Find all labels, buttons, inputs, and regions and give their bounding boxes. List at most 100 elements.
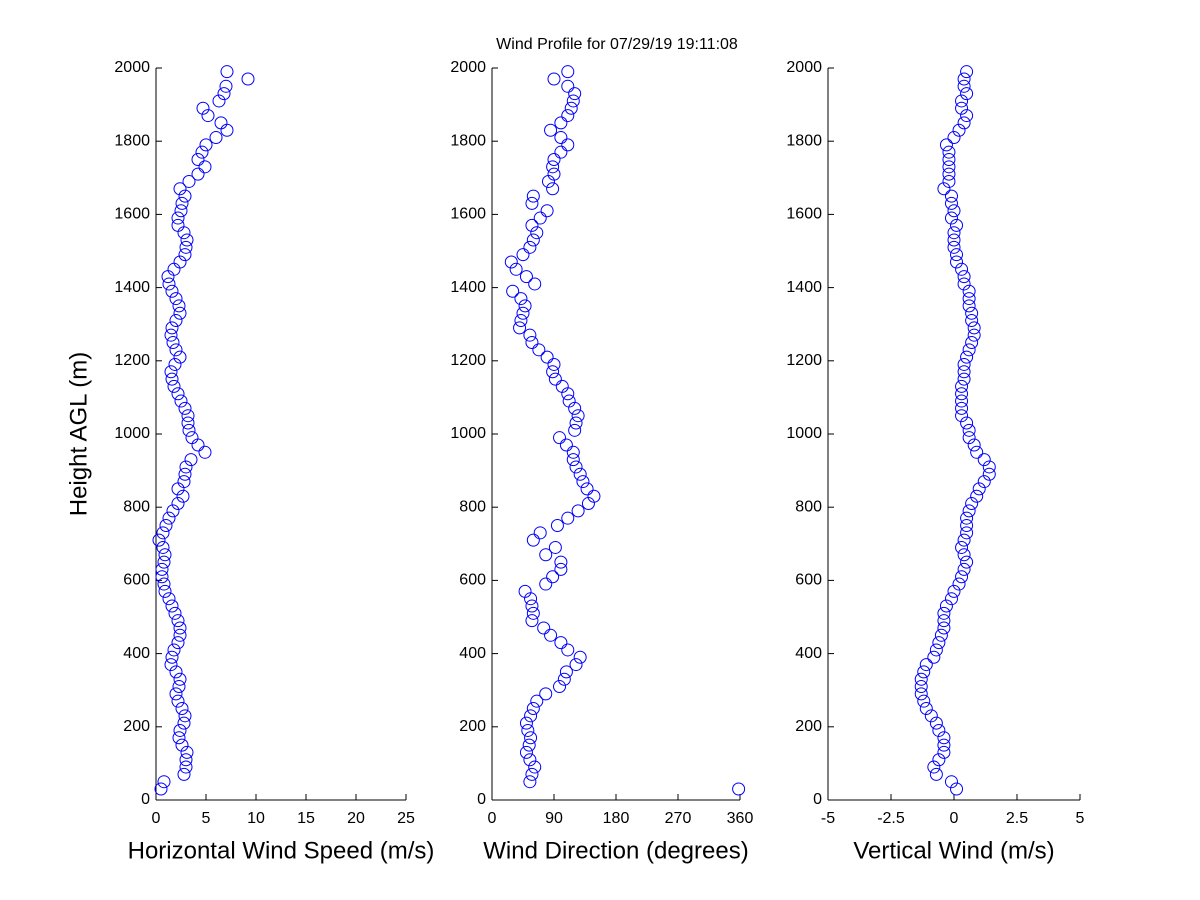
point bbox=[944, 775, 958, 789]
point bbox=[195, 145, 209, 159]
point bbox=[548, 372, 562, 386]
point bbox=[944, 211, 958, 225]
y-tick-label: 600 bbox=[795, 572, 822, 589]
point bbox=[960, 416, 974, 430]
point bbox=[547, 167, 561, 181]
point bbox=[960, 65, 974, 79]
point bbox=[173, 182, 187, 196]
point bbox=[924, 709, 938, 723]
y-tick-label: 1200 bbox=[786, 352, 822, 369]
point bbox=[175, 702, 189, 715]
point bbox=[182, 423, 196, 437]
point bbox=[178, 248, 192, 262]
point bbox=[977, 453, 991, 467]
point bbox=[553, 680, 567, 694]
point bbox=[955, 540, 969, 554]
point bbox=[191, 153, 205, 166]
point bbox=[181, 416, 195, 430]
point bbox=[927, 760, 941, 774]
point bbox=[167, 379, 181, 393]
point bbox=[169, 314, 183, 328]
point bbox=[524, 731, 538, 745]
point bbox=[569, 416, 583, 430]
y-tick-label: 200 bbox=[795, 718, 822, 735]
point bbox=[554, 116, 568, 130]
point bbox=[965, 306, 979, 320]
point bbox=[957, 79, 971, 93]
x-tick-label: 20 bbox=[347, 810, 365, 827]
point bbox=[587, 489, 601, 503]
point bbox=[559, 665, 573, 679]
point bbox=[165, 321, 179, 335]
x-tick-label: 10 bbox=[247, 810, 265, 827]
x-tick-label: 180 bbox=[603, 810, 630, 827]
point bbox=[171, 636, 185, 650]
point bbox=[165, 284, 179, 298]
point bbox=[573, 467, 587, 481]
point bbox=[546, 182, 560, 196]
point bbox=[525, 614, 539, 628]
point bbox=[526, 606, 540, 620]
point bbox=[173, 628, 187, 642]
y-tick-label: 0 bbox=[477, 791, 486, 808]
point bbox=[516, 248, 530, 262]
y-tick-label: 800 bbox=[123, 498, 150, 515]
point bbox=[950, 248, 964, 262]
point bbox=[191, 438, 205, 452]
point bbox=[523, 328, 537, 342]
point bbox=[157, 555, 171, 569]
point bbox=[960, 511, 974, 525]
point bbox=[173, 306, 187, 320]
point bbox=[914, 672, 928, 686]
point bbox=[547, 72, 561, 86]
y-tick-label: 1800 bbox=[786, 132, 822, 149]
point bbox=[561, 511, 575, 525]
point bbox=[171, 614, 185, 628]
point bbox=[939, 138, 953, 152]
point bbox=[178, 467, 192, 481]
y-tick-label: 400 bbox=[459, 645, 486, 662]
point bbox=[506, 284, 520, 298]
point bbox=[177, 226, 191, 240]
point bbox=[526, 233, 540, 247]
point bbox=[957, 270, 971, 284]
point bbox=[540, 204, 554, 218]
point bbox=[525, 599, 539, 613]
y-tick-label: 400 bbox=[123, 645, 150, 662]
point bbox=[944, 592, 958, 606]
point bbox=[169, 665, 183, 679]
point bbox=[171, 211, 185, 225]
point bbox=[955, 262, 969, 276]
point bbox=[173, 723, 187, 737]
x-axis-label: Vertical Wind (m/s) bbox=[853, 837, 1054, 864]
point bbox=[540, 350, 554, 364]
point bbox=[179, 753, 193, 767]
point bbox=[554, 131, 568, 145]
point bbox=[175, 738, 189, 752]
y-tick-label: 1200 bbox=[114, 352, 150, 369]
point bbox=[561, 109, 575, 123]
point bbox=[182, 174, 196, 188]
point bbox=[524, 709, 538, 723]
point bbox=[917, 665, 931, 679]
point bbox=[172, 731, 186, 745]
point bbox=[732, 782, 746, 796]
point bbox=[547, 357, 561, 371]
point bbox=[526, 702, 540, 715]
point bbox=[185, 431, 199, 445]
x-tick-label: 270 bbox=[665, 810, 692, 827]
x-tick-label: 360 bbox=[727, 810, 754, 827]
point bbox=[196, 101, 210, 115]
point bbox=[957, 277, 971, 291]
point bbox=[173, 350, 187, 364]
point bbox=[561, 643, 575, 657]
y-tick-label: 1600 bbox=[114, 206, 150, 223]
point bbox=[165, 599, 179, 613]
point bbox=[154, 782, 168, 796]
point bbox=[544, 123, 558, 137]
y-tick-label: 0 bbox=[141, 791, 150, 808]
point bbox=[537, 621, 551, 635]
point bbox=[214, 116, 228, 130]
point bbox=[177, 767, 191, 781]
point bbox=[179, 240, 193, 254]
